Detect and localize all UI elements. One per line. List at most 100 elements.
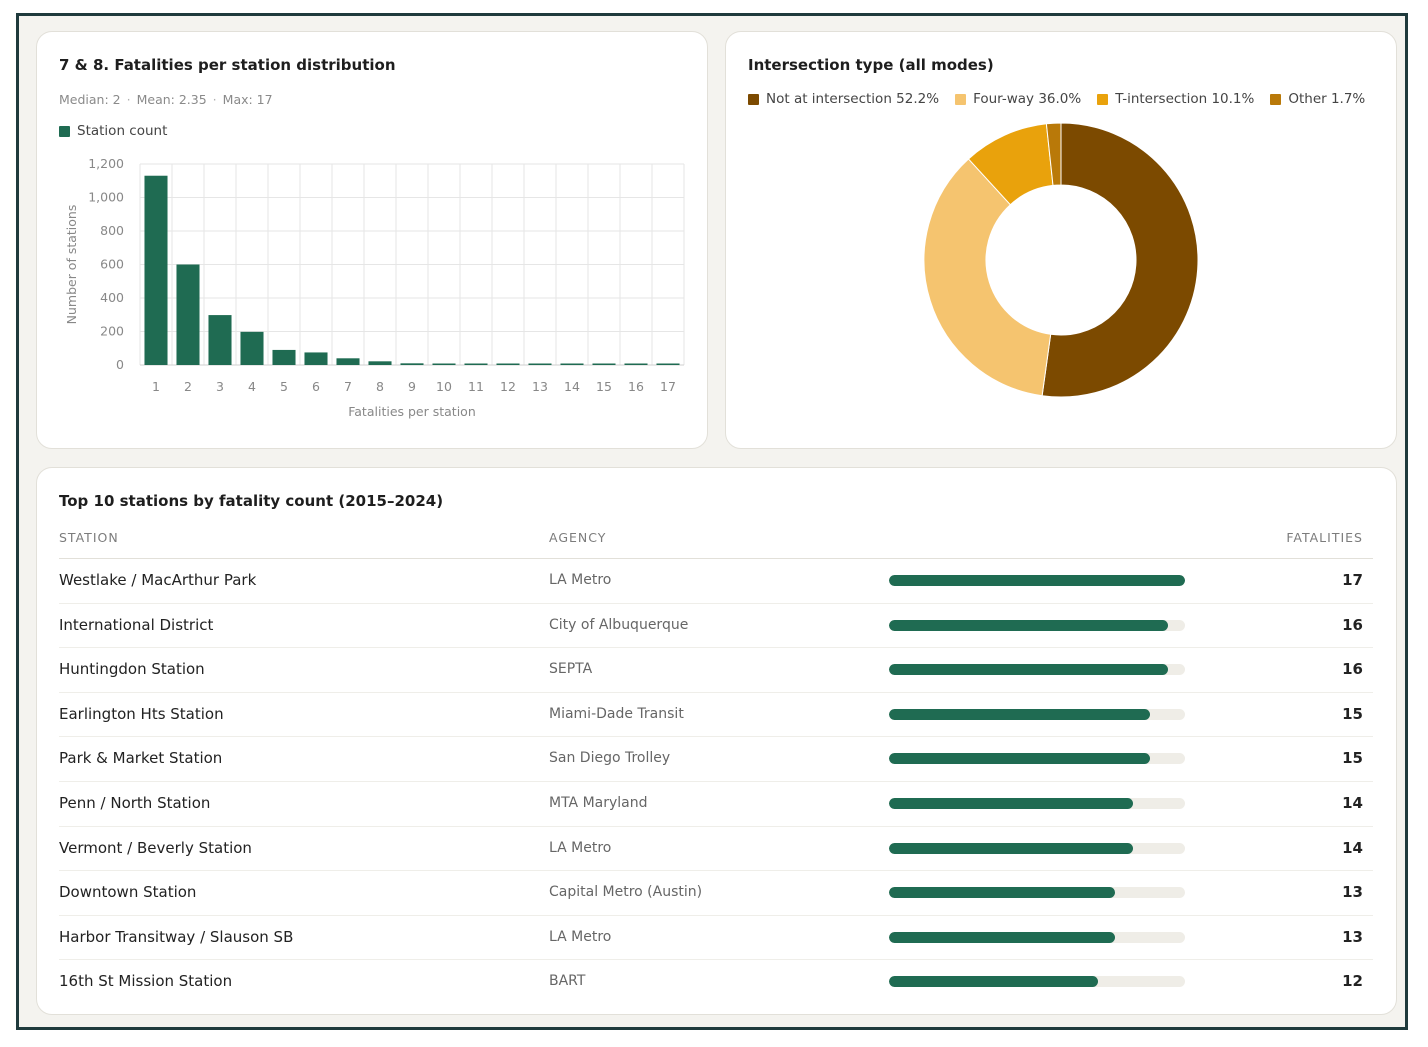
donut-legend-item[interactable]: T-intersection 10.1% [1097,91,1254,107]
x-axis-title: Fatalities per station [348,404,476,419]
stat-separator: · [212,92,217,107]
header-agency[interactable]: AGENCY [549,530,607,545]
legend-swatch [1270,93,1282,105]
table-row[interactable]: Earlington Hts Station Miami-Dade Transit… [59,693,1373,738]
histogram-bar[interactable] [528,363,552,366]
histogram-bar[interactable] [624,363,648,366]
fatality-count: 16 [1342,615,1363,634]
table-row[interactable]: Penn / North Station MTA Maryland 14 [59,782,1373,827]
histogram-title: 7 & 8. Fatalities per station distributi… [59,56,396,74]
stat-median: Median: 2 [59,92,121,107]
x-tick-label: 12 [500,379,516,394]
x-tick-label: 16 [628,379,644,394]
histogram-bar[interactable] [208,315,232,365]
fatality-bar-fill [889,619,1168,631]
fatality-bar-fill [889,797,1133,809]
header-fatalities[interactable]: FATALITIES [1286,530,1363,545]
table-row[interactable]: Park & Market Station San Diego Trolley 15 [59,737,1373,782]
donut-title: Intersection type (all modes) [748,56,994,74]
histogram-bar[interactable] [432,363,456,366]
histogram-stats: Median: 2 · Mean: 2.35 · Max: 17 [59,92,273,107]
table-body: Westlake / MacArthur Park LA Metro 17 Inter… [59,559,1373,1004]
histogram-bar[interactable] [176,264,200,366]
legend-swatch [1097,93,1109,105]
table-row[interactable]: Downtown Station Capital Metro (Austin) 13 [59,871,1373,916]
agency-name: City of Albuquerque [549,616,689,633]
fatality-bar-track [889,931,1185,943]
legend-swatch [59,125,70,137]
x-tick-label: 4 [248,379,256,394]
table-row[interactable]: Westlake / MacArthur Park LA Metro 17 [59,559,1373,604]
agency-name: LA Metro [549,572,612,588]
x-tick-label: 13 [532,379,548,394]
histogram-bar[interactable] [464,363,488,366]
fatality-bar-track [889,797,1185,809]
histogram-bar[interactable] [560,363,584,366]
fatality-bar-fill [889,753,1151,765]
fatality-bar-track [889,619,1185,631]
donut-legend-item[interactable]: Not at intersection 52.2% [748,91,939,107]
station-name: Downtown Station [59,883,197,902]
x-tick-label: 2 [184,379,192,394]
fatality-bar-track [889,887,1185,899]
legend-swatch [748,93,759,105]
y-tick-label: 1,200 [88,156,124,171]
station-name: 16th St Mission Station [59,972,233,991]
station-name: Huntingdon Station [59,660,205,679]
x-tick-label: 5 [280,379,288,394]
x-tick-label: 11 [468,379,484,394]
histogram-bar[interactable] [272,349,296,365]
x-tick-label: 14 [564,379,580,394]
legend-label: T-intersection 10.1% [1115,91,1255,107]
table-row[interactable]: Vermont / Beverly Station LA Metro 14 [59,827,1373,872]
table-row[interactable]: Huntingdon Station SEPTA 16 [59,648,1373,693]
histogram-legend[interactable]: Station count [59,123,167,139]
header-station[interactable]: STATION [59,530,119,545]
x-tick-label: 3 [216,379,224,394]
donut-slice[interactable] [923,158,1052,397]
top-stations-card: Top 10 stations by fatality count (2015–… [36,467,1397,1015]
fatality-count: 12 [1342,972,1363,991]
fatality-count: 14 [1342,793,1363,812]
station-name: Earlington Hts Station [59,704,224,723]
histogram-bar[interactable] [496,363,520,366]
y-tick-label: 800 [100,223,124,238]
agency-name: LA Metro [549,839,612,856]
histogram-card: 7 & 8. Fatalities per station distributi… [36,31,708,449]
fatality-bar-track [889,753,1185,765]
stat-separator: · [126,92,131,107]
legend-label: Other 1.7% [1288,91,1366,107]
histogram-bar[interactable] [240,331,264,365]
histogram-bar[interactable] [336,358,360,365]
table-row[interactable]: Harbor Transitway / Slauson SB LA Metro 13 [59,916,1373,961]
station-name: Vermont / Beverly Station [59,838,252,857]
donut-legend-item[interactable]: Other 1.7% [1270,91,1365,107]
histogram-bar[interactable] [304,352,328,365]
fatality-bar-fill [889,664,1168,676]
donut-legend: Not at intersection 52.2% Four-way 36.0% T… [748,91,1365,107]
x-tick-label: 9 [408,379,416,394]
table-row[interactable]: International District City of Albuquerqu… [59,604,1373,649]
fatality-bar-fill [889,976,1098,988]
donut-slice[interactable] [1045,122,1062,186]
donut-slice[interactable] [1041,122,1199,398]
histogram-bar[interactable] [400,363,424,365]
fatality-count: 15 [1342,749,1363,768]
table-row[interactable]: 16th St Mission Station BART 12 [59,960,1373,1004]
station-name: International District [59,615,214,634]
fatality-bar-track [889,664,1185,676]
histogram-bar[interactable] [144,175,168,365]
dashboard-frame: 7 & 8. Fatalities per station distributi… [16,13,1408,1030]
fatality-bar-fill [889,708,1151,720]
x-tick-label: 10 [436,379,452,394]
donut-legend-item[interactable]: Four-way 36.0% [955,91,1081,107]
station-name: Park & Market Station [59,749,223,768]
stat-max: Max: 17 [222,92,273,107]
agency-name: LA Metro [549,928,612,945]
histogram-bar[interactable] [656,363,680,366]
agency-name: MTA Maryland [549,794,648,811]
legend-label: Four-way 36.0% [973,91,1082,107]
histogram-bar[interactable] [592,363,616,366]
histogram-bar[interactable] [368,361,392,365]
